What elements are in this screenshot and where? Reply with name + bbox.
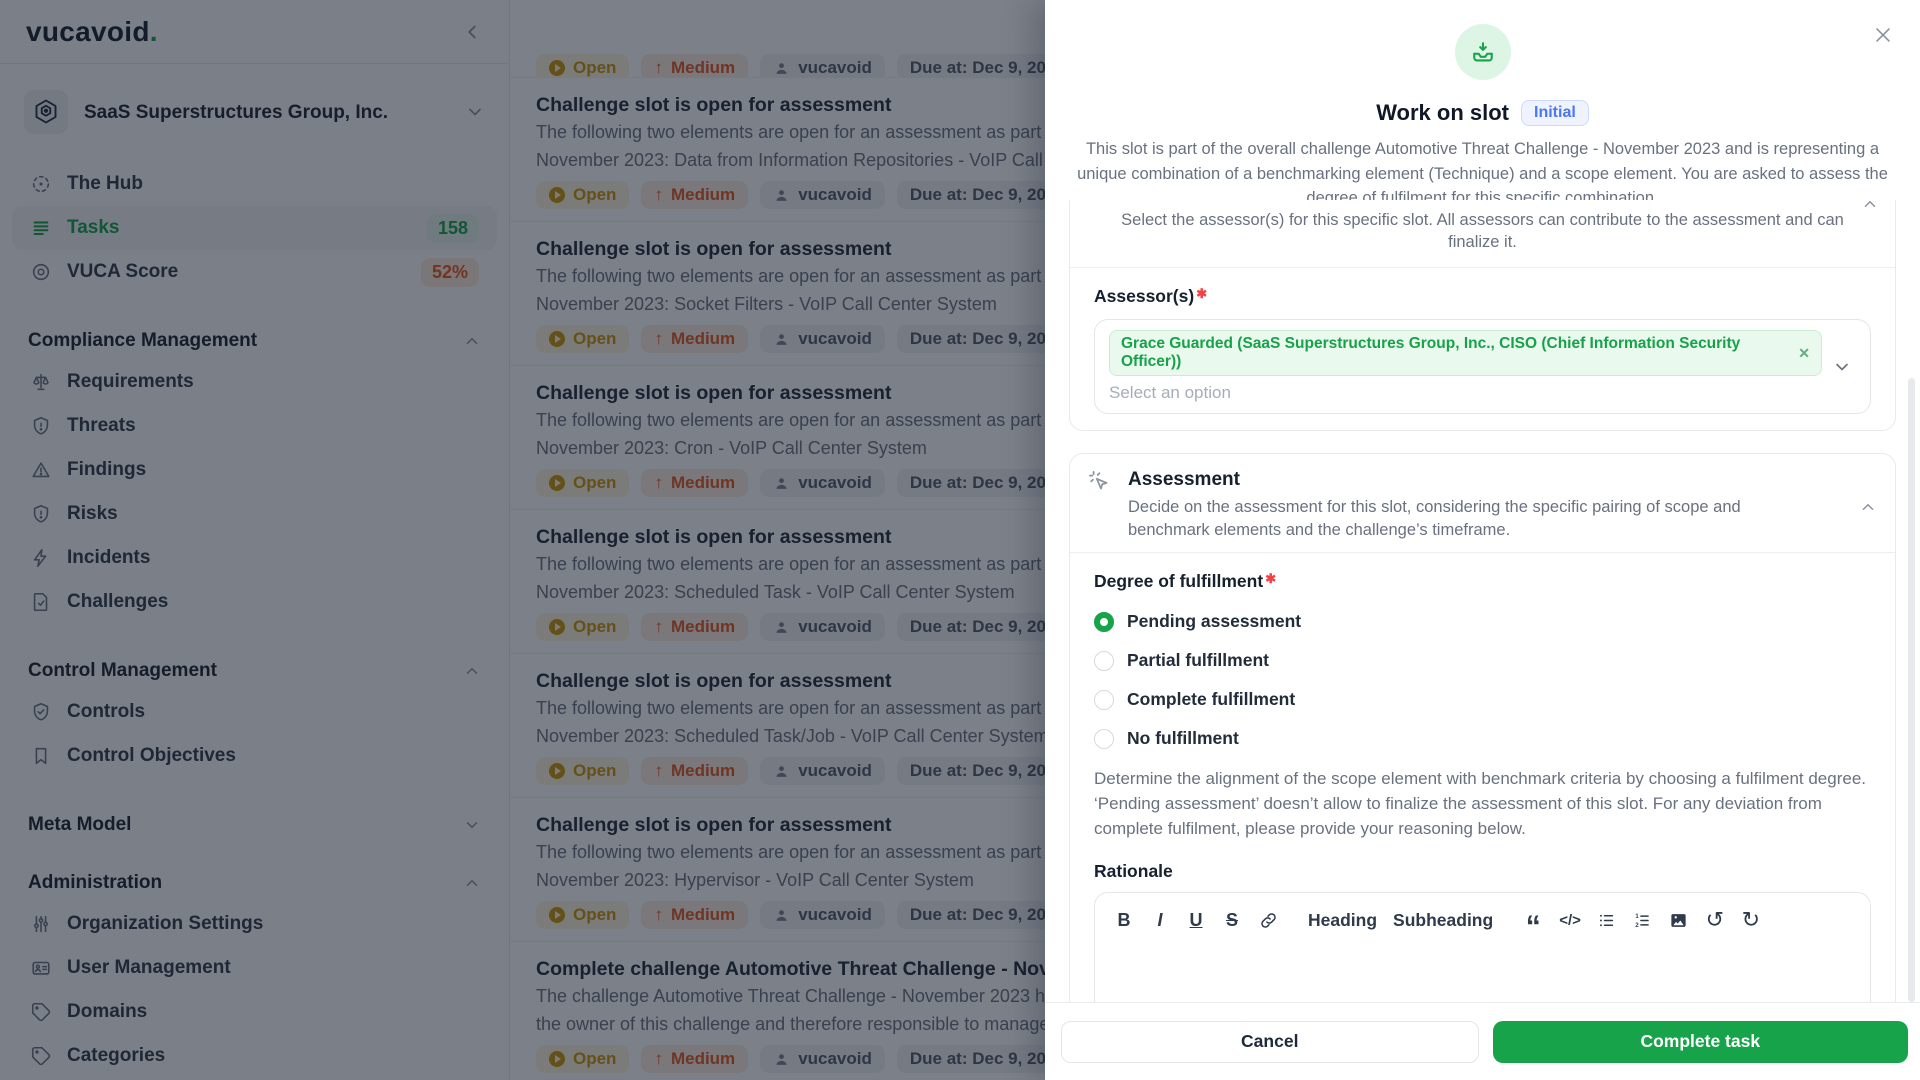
radio-icon (1094, 611, 1114, 632)
assessors-card: Select the assessor(s) for this specific… (1069, 200, 1896, 431)
chevron-up-icon[interactable] (1861, 200, 1879, 213)
assessors-intro: Select the assessor(s) for this specific… (1121, 211, 1844, 251)
radio-pending-assessment[interactable]: Pending assessment (1094, 602, 1871, 641)
assessment-card: Assessment Decide on the assessment for … (1069, 453, 1896, 1002)
radio-icon (1094, 689, 1114, 710)
bullet-list-button[interactable] (1592, 905, 1622, 935)
assessor-tag: Grace Guarded (SaaS Superstructures Grou… (1109, 330, 1822, 376)
subheading-button[interactable]: Subheading (1393, 909, 1494, 930)
assessment-card-header: Assessment Decide on the assessment for … (1070, 454, 1895, 553)
image-button[interactable] (1664, 905, 1694, 935)
assessment-description: Decide on the assessment for this slot, … (1128, 498, 1741, 539)
code-button[interactable]: </> (1559, 911, 1581, 929)
heading-button[interactable]: Heading (1308, 909, 1378, 930)
rationale-editor[interactable]: B I U S Heading Subheading “ </> (1094, 892, 1871, 1002)
radio-label: Partial fulfillment (1127, 650, 1269, 670)
chevron-down-icon (1832, 357, 1852, 377)
radio-complete-fulfillment[interactable]: Complete fulfillment (1094, 680, 1871, 719)
blockquote-button[interactable]: “ (1525, 910, 1541, 943)
radio-label: Pending assessment (1127, 611, 1302, 631)
status-badge-initial: Initial (1521, 100, 1589, 126)
assessor-multiselect[interactable]: Grace Guarded (SaaS Superstructures Grou… (1094, 319, 1871, 414)
assessors-card-body: Assessor(s) ✱ Grace Guarded (SaaS Superst… (1070, 268, 1895, 430)
select-placeholder: Select an option (1109, 383, 1231, 402)
close-icon[interactable] (1872, 24, 1894, 46)
radio-partial-fulfillment[interactable]: Partial fulfillment (1094, 641, 1871, 680)
assessors-label: Assessor(s) ✱ (1094, 286, 1208, 306)
drawer-footer: Cancel Complete task (1045, 1002, 1920, 1080)
modal-backdrop[interactable] (0, 0, 1045, 1080)
link-button[interactable] (1253, 905, 1283, 935)
cancel-button[interactable]: Cancel (1061, 1020, 1479, 1063)
fulfillment-note: Determine the alignment of the scope ele… (1094, 769, 1867, 838)
bold-button[interactable]: B (1117, 909, 1131, 930)
underline-button[interactable]: U (1189, 909, 1203, 930)
radio-label: Complete fulfillment (1127, 689, 1296, 709)
radio-label: No fulfillment (1127, 728, 1239, 748)
scrollbar-thumb[interactable] (1908, 378, 1915, 1002)
required-asterisk: ✱ (1196, 286, 1208, 301)
svg-text:1: 1 (1636, 914, 1640, 920)
required-asterisk: ✱ (1265, 571, 1277, 586)
strikethrough-button[interactable]: S (1225, 909, 1238, 930)
radio-icon (1094, 728, 1114, 749)
cursor-click-icon (1086, 468, 1112, 494)
rationale-label: Rationale (1094, 861, 1173, 881)
drawer-header: Work on slot Initial This slot is part o… (1045, 0, 1920, 211)
undo-button[interactable]: ↺ (1705, 907, 1725, 932)
chevron-up-icon[interactable] (1859, 498, 1877, 516)
remove-tag-icon[interactable]: ✕ (1798, 344, 1810, 361)
inbox-in-icon (1454, 24, 1511, 80)
assessment-title: Assessment (1128, 469, 1240, 490)
work-on-slot-drawer: Work on slot Initial This slot is part o… (1045, 0, 1920, 1080)
radio-no-fulfillment[interactable]: No fulfillment (1094, 719, 1871, 758)
redo-button[interactable]: ↻ (1741, 907, 1761, 932)
drawer-scroll-area: Select the assessor(s) for this specific… (1045, 200, 1920, 1002)
italic-button[interactable]: I (1157, 909, 1163, 930)
fulfillment-options: Pending assessment Partial fulfillment C… (1094, 602, 1871, 758)
radio-icon (1094, 650, 1114, 671)
complete-task-button[interactable]: Complete task (1492, 1020, 1908, 1063)
fulfillment-label: Degree of fulfillment ✱ (1094, 571, 1277, 591)
assessment-card-body: Degree of fulfillment ✱ Pending assessmen… (1070, 553, 1895, 1002)
svg-text:2: 2 (1636, 922, 1640, 928)
drawer-title: Work on slot (1376, 100, 1510, 125)
assessors-card-header: Select the assessor(s) for this specific… (1070, 200, 1895, 268)
editor-toolbar: B I U S Heading Subheading “ </> (1095, 893, 1870, 947)
